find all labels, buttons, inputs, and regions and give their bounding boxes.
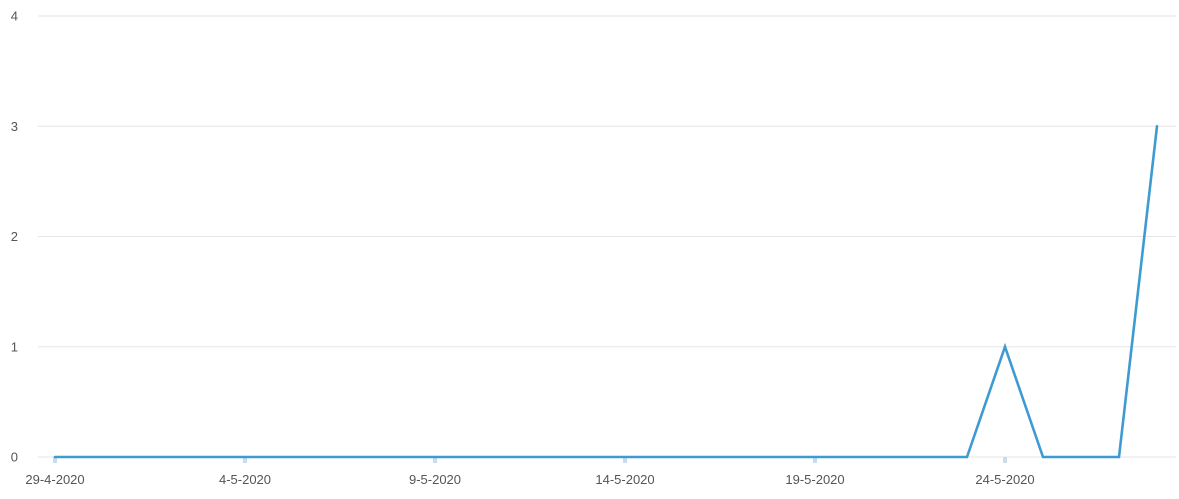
x-tick-label: 19-5-2020 [785,472,844,487]
x-tick-label: 14-5-2020 [595,472,654,487]
x-tick-label: 29-4-2020 [25,472,84,487]
y-tick-label: 2 [11,229,18,244]
gridlines [38,15,1176,458]
y-tick-label: 1 [11,339,18,354]
y-axis-labels: 0 1 2 3 4 [11,9,18,465]
series-line [53,124,1159,459]
x-tick-label: 4-5-2020 [219,472,271,487]
y-tick-label: 0 [11,450,18,465]
x-tick-label: 9-5-2020 [409,472,461,487]
series-layer [53,124,1159,459]
y-tick-label: 3 [11,119,18,134]
x-axis-labels: 29-4-2020 4-5-2020 9-5-2020 14-5-2020 19-5-2… [25,472,1034,487]
x-tick-label: 24-5-2020 [975,472,1034,487]
y-tick-label: 4 [11,9,18,24]
